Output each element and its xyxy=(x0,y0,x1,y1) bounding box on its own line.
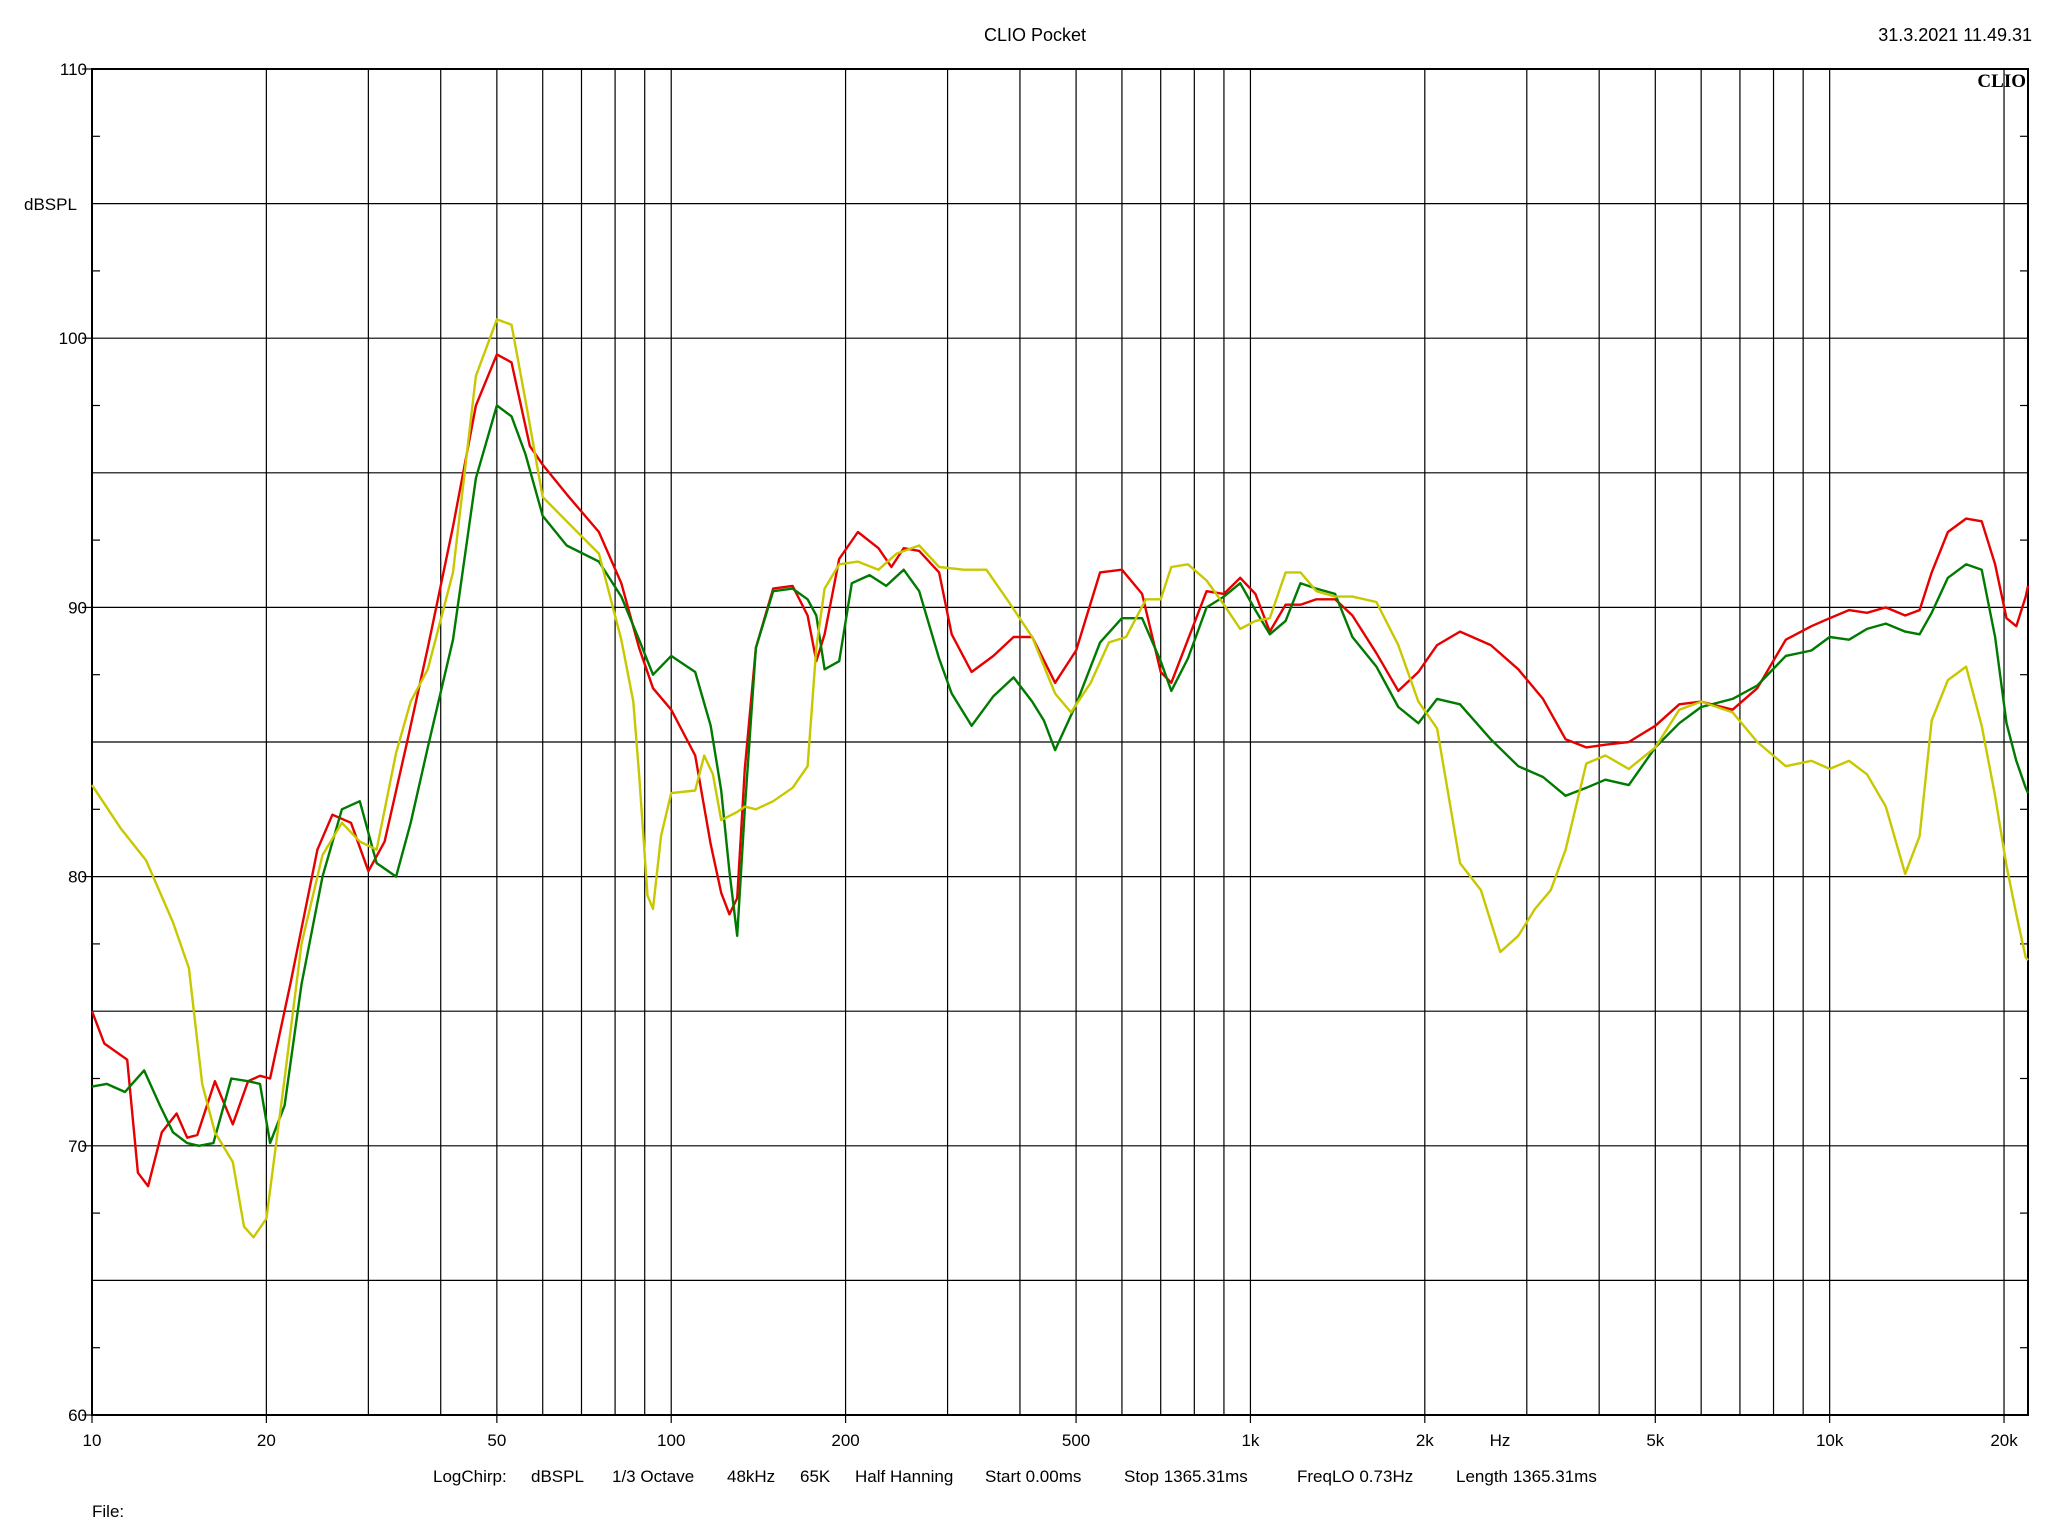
y-tick-label: 100 xyxy=(59,329,87,348)
series-line xyxy=(90,353,2030,1188)
settings-item: LogChirp: xyxy=(433,1467,507,1486)
settings-item: Start 0.00ms xyxy=(985,1467,1081,1486)
x-tick-labels: 10 20 50 100 200 500 1k 2k 5k 10k 20k xyxy=(83,1415,2018,1450)
series-line xyxy=(90,318,2029,1239)
x-tick-label: 50 xyxy=(487,1431,506,1450)
settings-item: 1/3 Octave xyxy=(612,1467,694,1486)
x-tick-label: 10k xyxy=(1816,1431,1844,1450)
chart-title: CLIO Pocket xyxy=(984,25,1086,45)
settings-item: Stop 1365.31ms xyxy=(1124,1467,1248,1486)
settings-item: 48kHz xyxy=(727,1467,775,1486)
timestamp: 31.3.2021 11.49.31 xyxy=(1878,25,2032,45)
x-tick-label: 5k xyxy=(1646,1431,1664,1450)
settings-item: 65K xyxy=(800,1467,831,1486)
series-line xyxy=(91,404,2030,1147)
measurement-settings: LogChirp: dBSPL 1/3 Octave 48kHz 65K Half Han… xyxy=(433,1467,1597,1486)
settings-item: dBSPL xyxy=(531,1467,584,1486)
series-layer xyxy=(90,318,2030,1239)
x-tick-label: 2k xyxy=(1416,1431,1434,1450)
x-tick-label: 10 xyxy=(83,1431,102,1450)
y-tick-label: 90 xyxy=(68,598,87,617)
y-tick-label: 60 xyxy=(68,1406,87,1425)
y-tick-label: 70 xyxy=(68,1137,87,1156)
x-axis-unit: Hz xyxy=(1490,1431,1511,1450)
file-label: File: xyxy=(92,1502,124,1521)
settings-item: Half Hanning xyxy=(855,1467,953,1486)
plot-frame xyxy=(91,68,2029,1416)
x-tick-label: 100 xyxy=(657,1431,685,1450)
y-tick-labels: 60 70 80 90 100 110 xyxy=(59,60,92,1425)
clio-logo: CLIO xyxy=(1977,71,2026,92)
grid xyxy=(92,69,2028,1415)
y-axis-label: dBSPL xyxy=(24,195,77,214)
y-tick-label: 110 xyxy=(60,60,87,79)
x-tick-label: 20 xyxy=(257,1431,276,1450)
x-tick-label: 1k xyxy=(1241,1431,1259,1450)
settings-item: FreqLO 0.73Hz xyxy=(1297,1467,1413,1486)
y-tick-label: 80 xyxy=(68,868,87,887)
x-tick-label: 200 xyxy=(831,1431,859,1450)
x-tick-label: 20k xyxy=(1990,1431,2018,1450)
x-tick-label: 500 xyxy=(1062,1431,1090,1450)
settings-item: Length 1365.31ms xyxy=(1456,1467,1597,1486)
